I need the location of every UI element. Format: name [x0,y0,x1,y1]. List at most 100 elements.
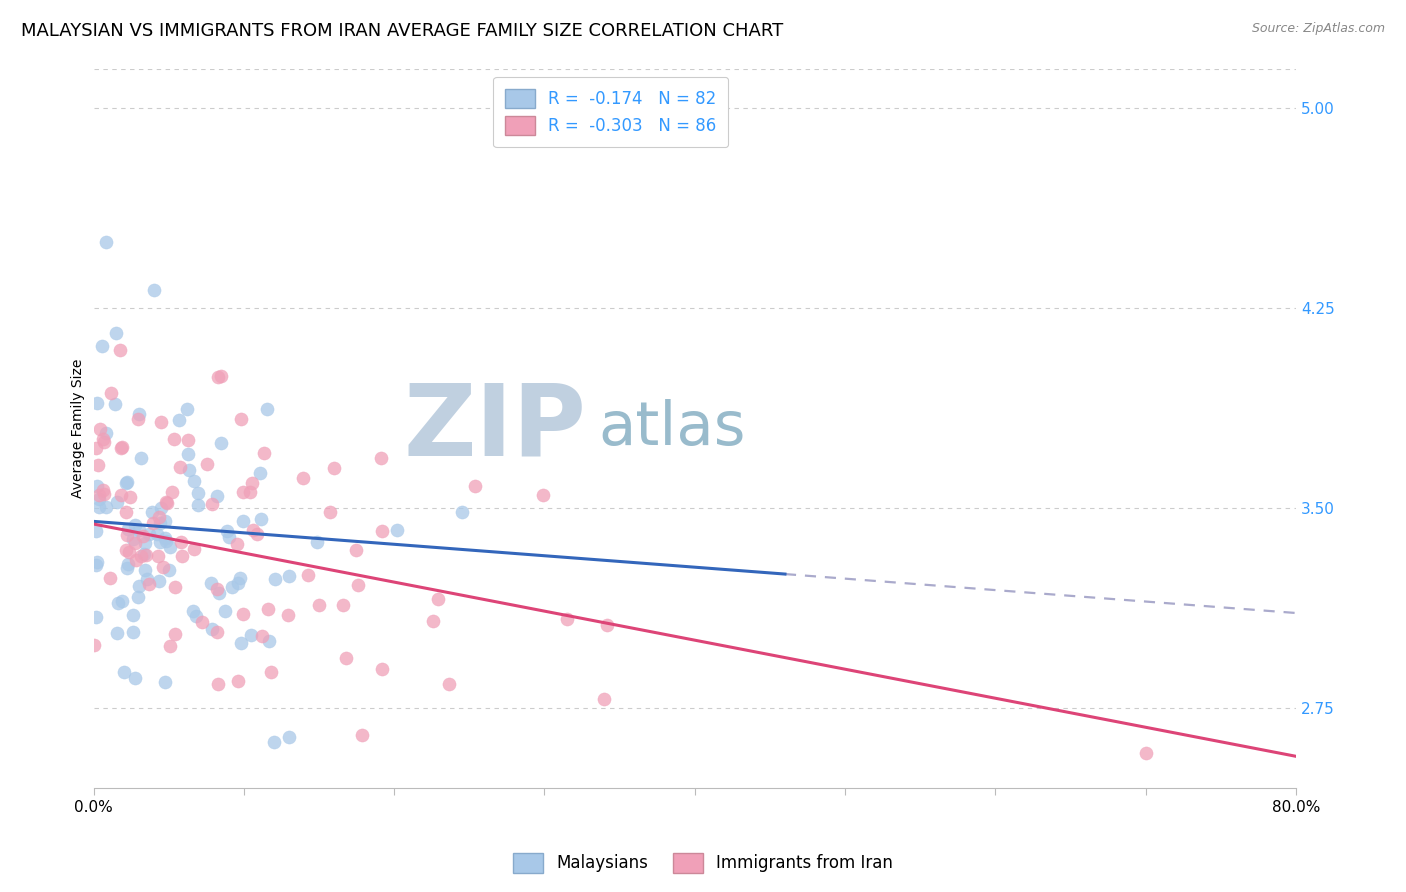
Point [593,692,616,706]
Point [176,402,198,417]
Point [257,602,280,616]
Point [128,523,150,537]
Point [100,571,122,585]
Point [104,397,127,411]
Point [128,407,150,421]
Point [437,676,460,690]
Point [370,450,392,465]
Point [83,638,105,652]
Point [160,484,183,499]
Point [257,633,280,648]
Point [118,545,141,559]
Point [84,558,107,572]
Point [183,541,205,556]
Point [148,509,170,524]
Point [135,548,157,562]
Point [124,536,146,550]
Point [86,395,108,409]
Point [155,533,177,548]
Point [125,552,148,566]
Point [308,599,330,613]
Point [184,608,207,623]
Point [226,537,249,551]
Legend: R =  -0.174   N = 82, R =  -0.303   N = 86: R = -0.174 N = 82, R = -0.303 N = 86 [494,77,728,147]
Point [150,501,173,516]
Point [228,673,250,688]
Point [122,532,145,546]
Point [347,578,370,592]
Point [177,433,200,447]
Point [205,582,228,596]
Y-axis label: Average Family Size: Average Family Size [72,359,86,498]
Point [93,487,115,501]
Point [117,475,139,489]
Point [335,651,357,665]
Point [141,505,163,519]
Point [149,516,172,531]
Point [291,470,314,484]
Point [176,446,198,460]
Point [86,555,108,569]
Point [277,607,299,622]
Point [93,434,115,449]
Point [232,484,254,499]
Point [84,441,107,455]
Point [152,560,174,574]
Point [229,411,252,425]
Point [201,497,224,511]
Point [163,581,186,595]
Point [127,590,149,604]
Point [195,457,218,471]
Point [163,432,186,446]
Point [84,609,107,624]
Point [146,549,169,563]
Point [132,548,155,562]
Point [305,534,328,549]
Point [253,445,276,459]
Point [207,370,229,384]
Point [129,450,152,465]
Point [242,523,264,537]
Point [89,492,111,507]
Point [121,624,143,639]
Point [464,479,486,493]
Point [207,677,229,691]
Point [148,574,170,588]
Point [138,576,160,591]
Point [263,735,285,749]
Point [100,386,122,401]
Point [190,615,212,630]
Text: Source: ZipAtlas.com: Source: ZipAtlas.com [1251,22,1385,36]
Point [167,413,190,427]
Point [187,486,209,500]
Point [297,568,319,582]
Point [229,571,252,585]
Point [155,675,177,690]
Point [111,594,134,608]
Point [187,498,209,512]
Point [256,401,278,416]
Point [142,516,165,531]
Point [319,504,342,518]
Point [278,730,301,744]
Text: MALAYSIAN VS IMMIGRANTS FROM IRAN AVERAGE FAMILY SIZE CORRELATION CHART: MALAYSIAN VS IMMIGRANTS FROM IRAN AVERAG… [21,22,783,40]
Point [229,636,252,650]
Point [232,514,254,528]
Point [352,728,374,742]
Point [385,523,408,537]
Point [86,479,108,493]
Point [153,531,176,545]
Point [232,607,254,621]
Point [89,422,111,436]
Point [94,235,117,249]
Point [209,368,232,383]
Point [226,576,249,591]
Point [118,490,141,504]
Point [86,524,108,538]
Point [124,671,146,685]
Point [531,488,554,502]
Point [87,458,110,473]
Point [240,628,263,642]
Point [332,598,354,612]
Point [250,512,273,526]
